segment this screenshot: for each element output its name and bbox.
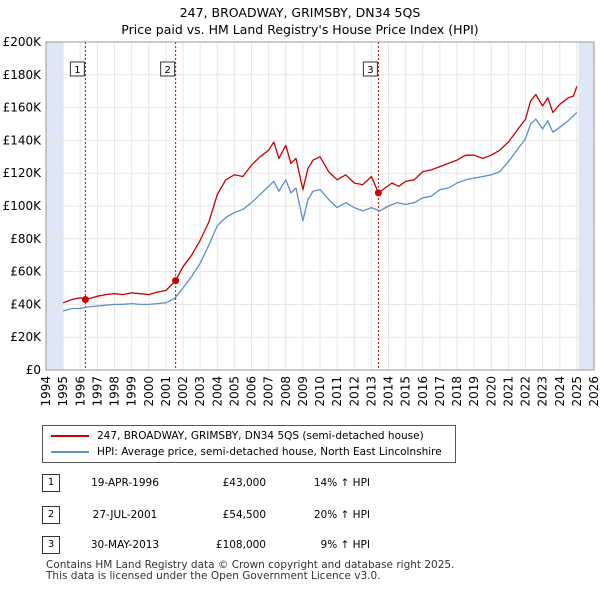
- plot-frame: [45, 41, 595, 371]
- x-tick-label: 2010: [313, 376, 327, 407]
- footer-line-1: Contains HM Land Registry data © Crown c…: [46, 559, 455, 571]
- sale-hpi-change: 9% ↑ HPI: [320, 539, 370, 551]
- x-tick-label: 1996: [73, 376, 87, 407]
- sale-hpi-change: 14% ↑ HPI: [313, 477, 370, 489]
- sale-label-3: 3: [367, 65, 373, 76]
- series-line-hpi: [62, 112, 578, 312]
- sale-row-2: 2 27-JUL-2001 £54,500 20% ↑ HPI: [0, 505, 600, 525]
- legend-entry-hpi: HPI: Average price, semi-detached house,…: [51, 444, 442, 460]
- x-tick-label: 2006: [245, 376, 259, 407]
- sale-label-2: 2: [164, 65, 170, 76]
- sale-price: £108,000: [215, 539, 266, 551]
- x-tick-label: 2021: [501, 376, 515, 407]
- sale-date: 27-JUL-2001: [92, 509, 158, 521]
- footer-line-2: This data is licensed under the Open Gov…: [46, 570, 381, 582]
- y-tick-label: £140K: [3, 133, 43, 147]
- legend-label-property: 247, BROADWAY, GRIMSBY, DN34 5QS (semi-d…: [97, 430, 424, 442]
- y-tick-label: £200K: [3, 35, 43, 49]
- chart-legend: 247, BROADWAY, GRIMSBY, DN34 5QS (semi-d…: [42, 425, 456, 463]
- y-tick-label: £120K: [3, 166, 43, 180]
- sale-label-box-2: [160, 61, 176, 77]
- x-tick-label: 1998: [108, 376, 122, 407]
- sale-price: £54,500: [222, 509, 266, 521]
- x-tick-label: 2022: [519, 376, 533, 407]
- x-tick-label: 2024: [553, 376, 567, 407]
- page-subtitle: Price paid vs. HM Land Registry's House …: [121, 22, 479, 37]
- legend-entry-property: 247, BROADWAY, GRIMSBY, DN34 5QS (semi-d…: [51, 428, 424, 444]
- y-tick-label: £0: [26, 363, 41, 377]
- sale-hpi-change: 20% ↑ HPI: [313, 509, 370, 521]
- x-tick-label: 2009: [296, 376, 310, 407]
- x-tick-label: 2017: [433, 376, 447, 407]
- sale-point-1: [81, 295, 89, 303]
- y-tick-label: £40K: [10, 297, 42, 311]
- y-tick-label: £160K: [3, 101, 43, 115]
- x-tick-label: 2013: [364, 376, 378, 407]
- y-tick-label: £20K: [10, 330, 42, 344]
- y-tick-label: £100K: [3, 199, 43, 213]
- x-tick-label: 2000: [142, 376, 156, 407]
- sale-number-badge: 1: [42, 474, 60, 492]
- sale-label-box-3: [362, 61, 378, 77]
- x-tick-label: 2016: [416, 376, 430, 407]
- x-tick-label: 2023: [536, 376, 550, 407]
- sale-date: 30-MAY-2013: [90, 539, 160, 551]
- x-tick-label: 2001: [159, 376, 173, 407]
- x-tick-label: 1994: [39, 376, 53, 407]
- y-tick-label: £80K: [10, 232, 42, 246]
- legend-label-hpi: HPI: Average price, semi-detached house,…: [97, 446, 442, 458]
- sale-point-3: [374, 189, 382, 197]
- x-tick-label: 2015: [399, 376, 413, 407]
- legend-swatch-property: [51, 435, 89, 437]
- page-title: 247, BROADWAY, GRIMSBY, DN34 5QS: [179, 5, 421, 20]
- x-tick-label: 2007: [262, 376, 276, 407]
- sale-date: 19-APR-1996: [91, 477, 159, 489]
- x-tick-label: 1999: [125, 376, 139, 407]
- sale-row-3: 3 30-MAY-2013 £108,000 9% ↑ HPI: [0, 535, 600, 555]
- x-tick-label: 2003: [193, 376, 207, 407]
- x-tick-label: 2025: [570, 376, 584, 407]
- x-tick-label: 2004: [210, 376, 224, 407]
- y-tick-label: £60K: [10, 265, 42, 279]
- sale-row-1: 1 19-APR-1996 £43,000 14% ↑ HPI: [0, 473, 600, 493]
- x-tick-label: 1997: [90, 376, 104, 407]
- sale-number-badge: 3: [42, 536, 60, 554]
- sale-price: £43,000: [222, 477, 266, 489]
- x-tick-label: 2020: [484, 376, 498, 407]
- chart-title: 247, BROADWAY, GRIMSBY, DN34 5QS Price p…: [0, 4, 600, 38]
- sale-label-1: 1: [74, 65, 80, 76]
- x-tick-label: 2026: [587, 376, 600, 407]
- footer-attribution: Contains HM Land Registry data © Crown c…: [46, 560, 454, 582]
- x-tick-label: 2019: [467, 376, 481, 407]
- sale-label-box-1: [69, 61, 85, 77]
- x-tick-label: 2002: [176, 376, 190, 407]
- x-tick-label: 2012: [347, 376, 361, 407]
- x-tick-label: 2008: [279, 376, 293, 407]
- legend-swatch-hpi: [51, 451, 89, 453]
- y-tick-label: £180K: [3, 68, 43, 82]
- price-chart: £0 £20K £40K £60K £80K £100K £120K £140K £160K £1…: [3, 35, 600, 407]
- x-tick-label: 2005: [227, 376, 241, 407]
- series-line-property: [62, 86, 578, 304]
- sale-point-2: [172, 277, 180, 285]
- x-tick-label: 1995: [56, 376, 70, 407]
- x-tick-label: 2011: [330, 376, 344, 407]
- sale-number-badge: 2: [42, 506, 60, 524]
- x-tick-label: 2014: [382, 376, 396, 407]
- x-tick-label: 2018: [450, 376, 464, 407]
